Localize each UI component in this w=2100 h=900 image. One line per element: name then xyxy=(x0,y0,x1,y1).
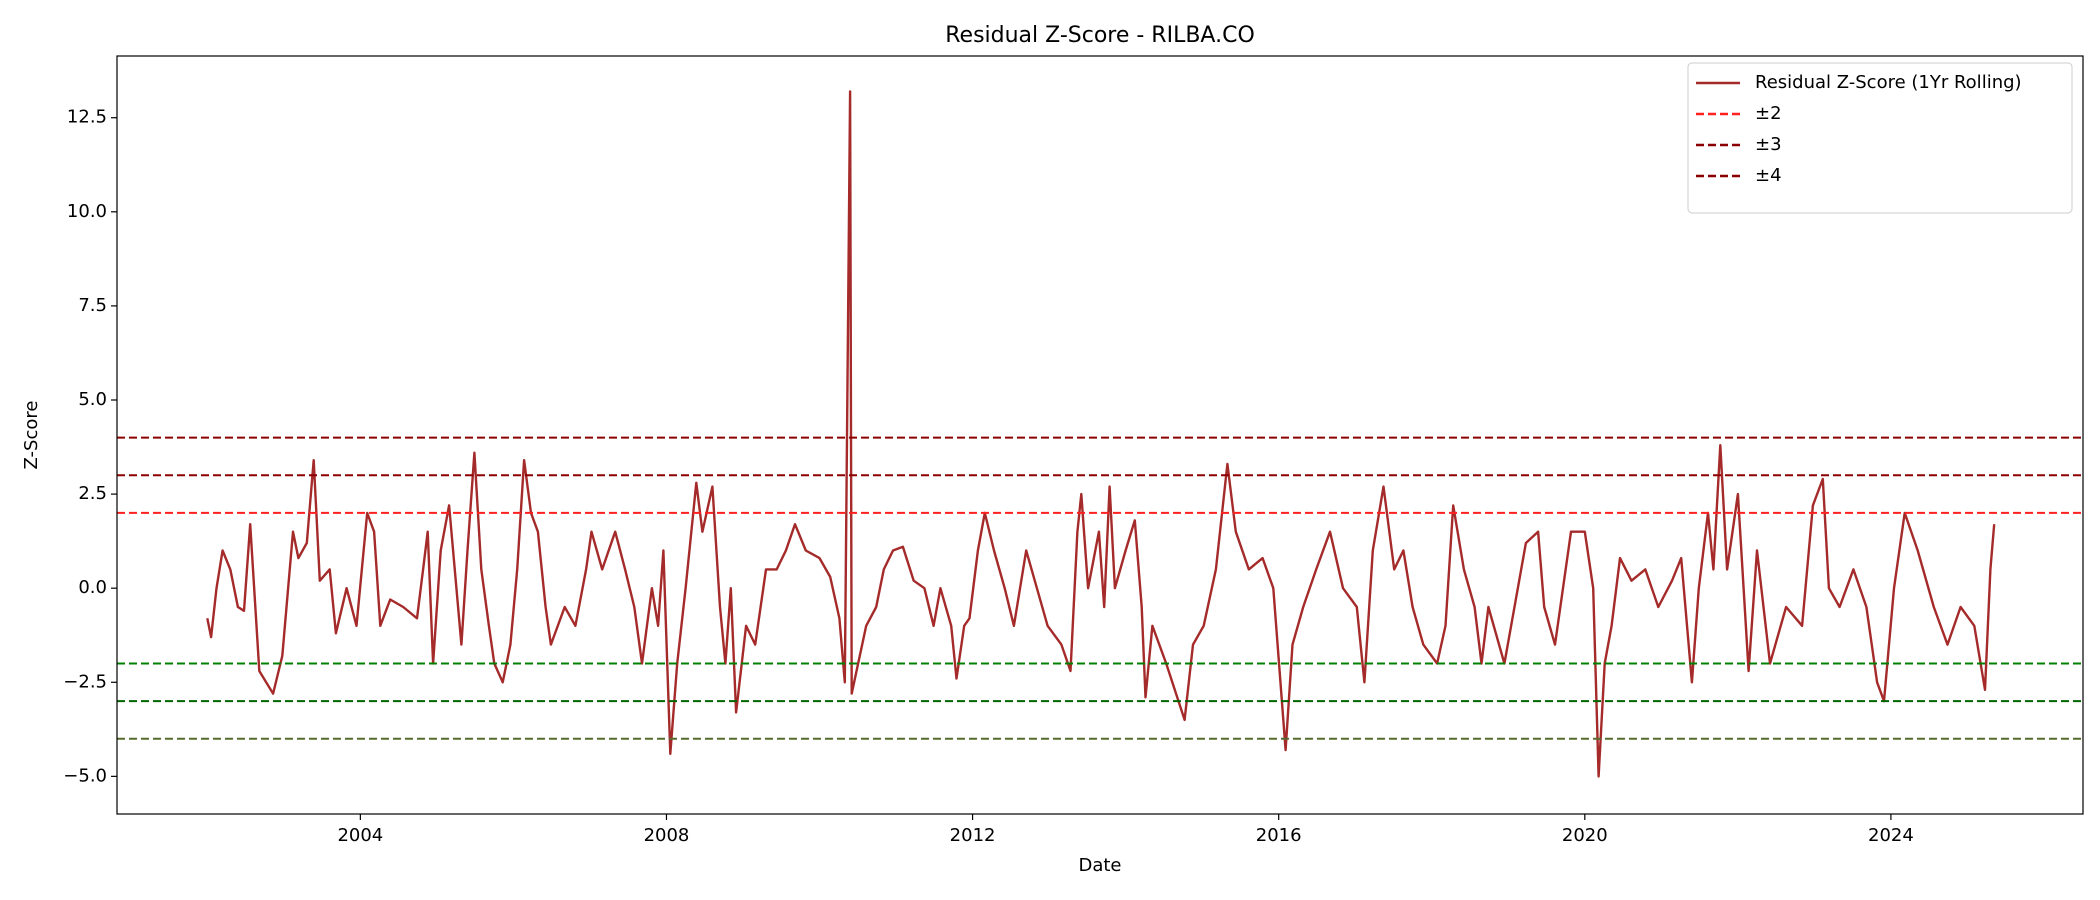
legend-label: ±2 xyxy=(1755,103,1782,124)
x-tick-label: 2020 xyxy=(1562,825,1608,846)
plot-frame xyxy=(116,55,2084,815)
legend-box xyxy=(1687,62,2073,214)
y-tick-label: 0.0 xyxy=(78,577,107,598)
x-tick-label: 2016 xyxy=(1256,825,1302,846)
legend-label: Residual Z-Score (1Yr Rolling) xyxy=(1755,72,2022,93)
data-line xyxy=(206,90,1996,778)
x-tick-label: 2008 xyxy=(644,825,690,846)
x-tick-label: 2024 xyxy=(1868,825,1914,846)
y-axis-label: Z-Score xyxy=(21,401,42,470)
x-tick-label: 2012 xyxy=(950,825,996,846)
y-tick-label: 10.0 xyxy=(67,201,107,222)
chart-title: Residual Z-Score - RILBA.CO xyxy=(945,23,1255,48)
legend-label: ±4 xyxy=(1755,165,1782,186)
y-tick-label: 5.0 xyxy=(78,389,107,410)
x-tick-label: 2004 xyxy=(337,825,383,846)
y-tick-label: −2.5 xyxy=(63,671,107,692)
y-tick-label: 12.5 xyxy=(67,107,107,128)
y-tick-label: 7.5 xyxy=(78,295,107,316)
legend-label: ±3 xyxy=(1755,134,1782,155)
x-axis-label: Date xyxy=(1078,855,1121,876)
y-tick-label: 2.5 xyxy=(78,483,107,504)
y-tick-label: −5.0 xyxy=(63,765,107,786)
